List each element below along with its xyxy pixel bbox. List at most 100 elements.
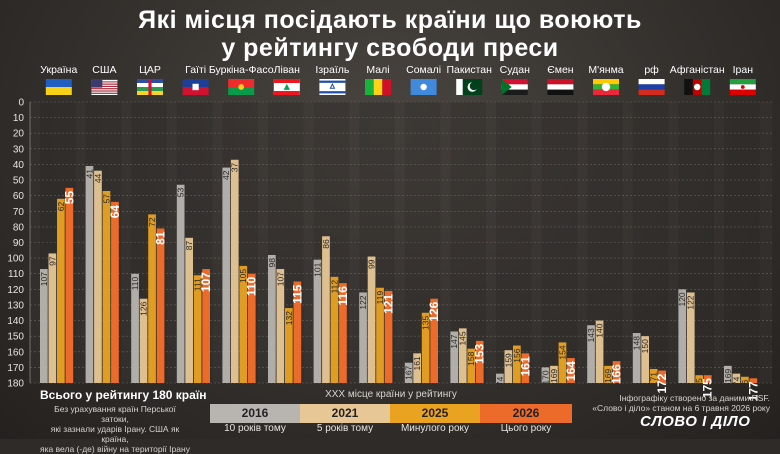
y-tick-label: 170	[7, 363, 24, 374]
myanmar-flag-icon	[593, 79, 619, 95]
bar-2016	[632, 333, 641, 383]
y-tick-label: 20	[13, 129, 25, 140]
bar-2025	[102, 190, 111, 383]
bar-2026	[658, 370, 666, 383]
footnote-line: Без урахування країн Перської затоки,	[54, 404, 176, 424]
legend-2026: 2026	[480, 404, 572, 423]
y-tick-label: 110	[8, 269, 24, 280]
bar-2026	[111, 201, 119, 383]
data-label: 169	[549, 369, 559, 383]
bar-2025	[193, 275, 202, 383]
country-label: Афганістан	[670, 64, 725, 76]
bar-2021	[732, 373, 741, 383]
bar-2016	[450, 331, 459, 383]
bar-2026	[521, 353, 530, 383]
data-label: 169	[603, 369, 613, 383]
data-label: 111	[193, 278, 203, 291]
bar-2025	[330, 276, 339, 383]
bar-2025	[467, 348, 476, 383]
data-label: 119	[375, 291, 385, 305]
bar-2021	[504, 350, 513, 383]
legend-2016: 2016	[210, 404, 300, 423]
data-label: 126	[139, 301, 149, 315]
data-label: 145	[458, 331, 468, 345]
y-tick-label: 10	[13, 113, 25, 124]
bar-2025	[513, 345, 521, 383]
bar-2025	[421, 312, 430, 383]
source-line: «Слово і діло» станом на 6 травня 2026 р…	[592, 403, 770, 413]
legend-2025: 2025	[390, 404, 480, 423]
source-line: Інфографіку створено за даними RSF.	[619, 393, 770, 403]
data-label: 101	[312, 262, 322, 276]
total-note: Всього у рейтингу 180 країн	[40, 388, 207, 402]
logo: СЛОВО І ДІЛО	[640, 413, 751, 430]
data-label: 97	[47, 256, 57, 266]
data-label: 55	[62, 191, 76, 205]
bar-2021	[48, 253, 57, 383]
data-label: 171	[649, 372, 659, 386]
data-label: 143	[586, 328, 596, 342]
y-tick-label: 50	[13, 176, 25, 187]
bar-2021	[413, 353, 421, 383]
data-label: 148	[632, 336, 642, 350]
bar-2016	[678, 289, 687, 383]
data-label: 99	[367, 259, 377, 269]
bar-2026	[703, 375, 712, 383]
data-label: 86	[321, 239, 331, 249]
y-tick-label: 30	[13, 144, 25, 155]
russia-flag-icon	[638, 79, 665, 95]
data-label: 107	[39, 272, 49, 286]
bar-2021	[185, 237, 193, 383]
data-label: 147	[449, 334, 459, 348]
bar-2026	[749, 378, 758, 383]
data-label: 161	[518, 356, 532, 376]
data-label: 150	[640, 339, 650, 353]
bar-2026	[612, 361, 621, 383]
data-label: 37	[230, 163, 240, 173]
country-label: Іран	[733, 64, 754, 76]
data-label: 164	[564, 361, 578, 381]
bar-2025	[376, 287, 384, 383]
press-freedom-chart: 0 10 20 30 40 50 60 70 80 90 100 110 120 130 140 150 160…	[7, 64, 772, 401]
column-shade	[724, 102, 760, 383]
data-label: 122	[686, 295, 696, 309]
data-label: 169	[723, 369, 733, 383]
data-label: 44	[93, 173, 103, 183]
legend-desc-2021: 5 років тому	[316, 423, 374, 434]
country-label: рф	[644, 64, 659, 76]
country-label: Ємен	[547, 64, 574, 76]
data-label: 87	[184, 241, 194, 251]
data-label: 120	[677, 292, 687, 306]
data-label: 107	[275, 272, 285, 286]
data-label: 81	[154, 231, 168, 245]
burkina-faso-flag-icon	[228, 79, 255, 95]
bar-2016	[40, 269, 48, 383]
data-label: 62	[56, 202, 66, 212]
data-label: 172	[655, 373, 669, 393]
bar-2026	[339, 283, 347, 383]
y-tick-label: 140	[7, 316, 24, 327]
bar-2025	[649, 368, 658, 383]
bar-2016	[359, 292, 367, 383]
y-tick-label: 80	[13, 222, 25, 233]
legend-desc-2025: Минулого року	[400, 423, 470, 434]
bar-2021	[139, 298, 148, 383]
haiti-flag-icon	[182, 79, 209, 95]
bar-2025	[148, 214, 156, 383]
data-label: 110	[245, 276, 259, 296]
y-tick-label: 180	[7, 379, 24, 390]
data-label: 107	[199, 272, 213, 292]
bar-2026	[247, 273, 256, 383]
country-label: Гаїті	[185, 64, 206, 76]
yemen-flag-icon	[547, 79, 574, 95]
bar-2016	[222, 167, 231, 383]
bar-2021	[595, 320, 604, 383]
iran-flag-icon	[729, 79, 756, 95]
data-label: 122	[358, 295, 368, 309]
data-label: 175	[694, 378, 704, 392]
data-label: 140	[595, 323, 605, 337]
data-label: 159	[503, 353, 513, 367]
bar-2025	[695, 375, 704, 383]
bar-2016	[541, 367, 550, 383]
bar-2026	[430, 298, 438, 383]
